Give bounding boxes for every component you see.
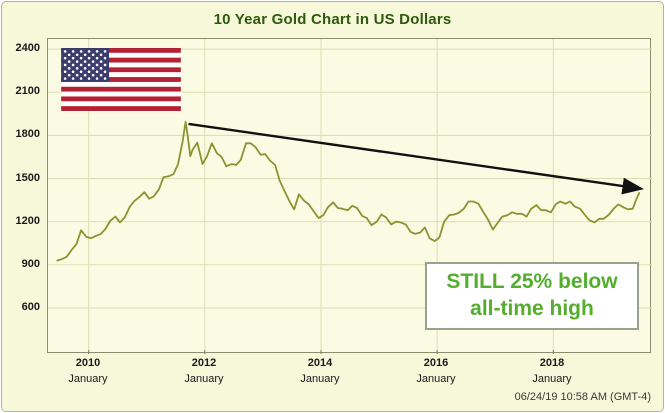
chart-title: 10 Year Gold Chart in US Dollars bbox=[213, 11, 452, 28]
plot-area: STILL 25% below all-time high bbox=[47, 38, 652, 354]
x-axis-labels: 2010 January 2012 January 2014 January 2016 Jan… bbox=[47, 357, 651, 393]
x-axis-year: 2018 bbox=[539, 357, 565, 369]
y-axis-tick-label: 1800 bbox=[15, 128, 40, 140]
y-axis-tick-label: 1500 bbox=[15, 172, 40, 184]
x-axis-year: 2014 bbox=[307, 357, 333, 369]
x-axis-month: January bbox=[68, 373, 108, 385]
x-axis-tick-label: 2018 January bbox=[512, 357, 592, 385]
x-axis-year: 2010 bbox=[75, 357, 101, 369]
callout-line-1: STILL 25% below bbox=[446, 270, 618, 293]
y-axis-tick-label: 2100 bbox=[15, 85, 40, 97]
x-axis-tick-label: 2016 January bbox=[396, 357, 476, 385]
y-axis-tick-label: 2400 bbox=[15, 42, 40, 54]
x-axis-month: January bbox=[416, 373, 456, 385]
x-axis-month: January bbox=[300, 373, 340, 385]
x-axis-year: 2012 bbox=[191, 357, 217, 369]
x-axis-tick-label: 2014 January bbox=[280, 357, 360, 385]
annotation-callout: STILL 25% below all-time high bbox=[425, 262, 639, 330]
us-flag-icon bbox=[61, 48, 181, 111]
timestamp: 06/24/19 10:58 AM (GMT-4) bbox=[514, 391, 651, 403]
x-axis-month: January bbox=[532, 373, 572, 385]
x-axis-tick-label: 2010 January bbox=[48, 357, 128, 385]
y-axis-tick-label: 600 bbox=[21, 301, 40, 313]
y-axis-labels: 2400 2100 1800 1500 1200 900 600 bbox=[2, 38, 44, 353]
x-axis-tick-label: 2012 January bbox=[164, 357, 244, 385]
callout-line-2: all-time high bbox=[470, 297, 594, 320]
x-axis-month: January bbox=[184, 373, 224, 385]
y-axis-tick-label: 1200 bbox=[15, 215, 40, 227]
y-axis-tick-label: 900 bbox=[21, 258, 40, 270]
x-axis-year: 2016 bbox=[423, 357, 449, 369]
